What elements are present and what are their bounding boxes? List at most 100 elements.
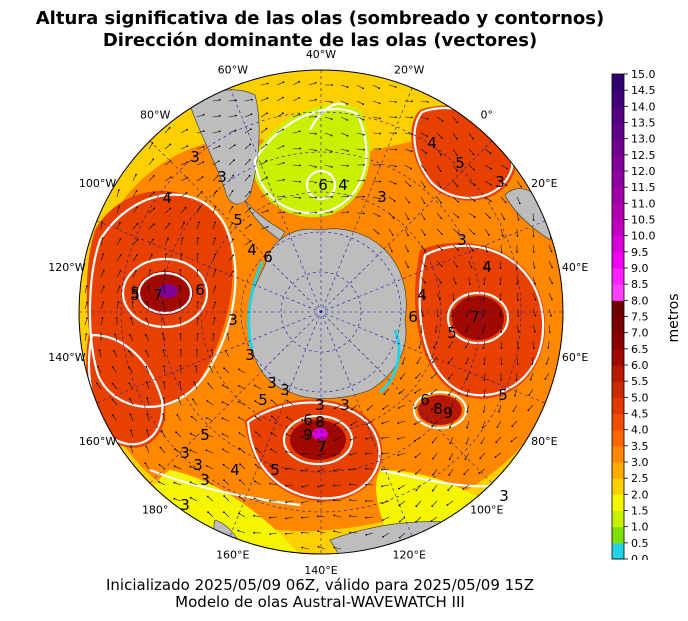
colorbar-tick-label: 2.5 xyxy=(631,472,649,485)
wave-vector-head xyxy=(238,512,240,515)
wave-vector-head xyxy=(153,191,156,194)
wave-vector xyxy=(415,516,422,523)
wave-vector-head xyxy=(119,238,122,240)
wave-vector xyxy=(382,420,390,424)
wave-vector-head xyxy=(532,219,535,221)
wave-vector xyxy=(84,286,87,294)
wave-vector xyxy=(148,223,155,230)
wave-vector-head xyxy=(496,426,499,428)
wave-vector-head xyxy=(286,416,288,419)
wave-vector-head xyxy=(441,233,443,235)
wave-vector-head xyxy=(285,517,287,520)
wave-vector xyxy=(388,100,396,103)
colorbar-tick-label: 15.0 xyxy=(631,68,656,81)
wave-vector xyxy=(340,84,348,88)
wave-vector-head xyxy=(456,121,459,124)
wave-vector xyxy=(399,388,406,394)
wave-vector-head xyxy=(378,197,381,200)
wave-vector-head xyxy=(482,411,485,413)
wave-vector xyxy=(452,132,458,139)
contour-label: 5 xyxy=(455,154,465,172)
wave-vector-head xyxy=(498,410,500,413)
wave-vector xyxy=(130,446,134,454)
wave-vector-head xyxy=(315,133,317,135)
wave-vector-head xyxy=(424,249,426,252)
wave-vector-head xyxy=(533,266,536,269)
wave-vector-head xyxy=(470,266,473,269)
wave-vector-head xyxy=(136,254,138,257)
wave-vector-head xyxy=(174,448,177,451)
wave-vector-head xyxy=(331,84,333,86)
wave-vector-head xyxy=(333,454,336,457)
wave-vector xyxy=(404,148,412,152)
wave-vector-head xyxy=(465,442,468,445)
wave-vector-head xyxy=(330,150,333,153)
wave-vector xyxy=(466,308,470,316)
wave-vector xyxy=(468,196,475,202)
wave-vector-head xyxy=(254,384,256,387)
wave-vector-head xyxy=(224,350,227,352)
wave-vector-head xyxy=(299,147,301,150)
wave-vector-head xyxy=(473,184,476,187)
colorbar-segment xyxy=(612,494,624,511)
wave-vector-head xyxy=(440,201,442,204)
wave-vector-head xyxy=(453,299,455,301)
longitude-label: 60°W xyxy=(218,64,248,77)
wave-vector xyxy=(254,515,262,518)
wave-vector xyxy=(483,292,486,300)
wave-vector-head xyxy=(299,212,301,215)
wave-vector xyxy=(114,334,118,342)
wave-vector-head xyxy=(411,116,413,119)
wave-vector-head xyxy=(135,269,137,272)
contour-label: 5 xyxy=(200,426,210,444)
wave-vector xyxy=(404,260,409,268)
wave-vector xyxy=(432,452,438,459)
wave-vector xyxy=(292,180,301,183)
colorbar-segment xyxy=(612,90,624,107)
wave-vector-head xyxy=(233,144,236,147)
longitude-label: 0° xyxy=(481,108,494,121)
wave-vector xyxy=(223,495,230,502)
wave-vector xyxy=(212,238,216,246)
wave-vector-head xyxy=(473,168,475,171)
wave-vector-head xyxy=(217,160,220,163)
wave-vector-head xyxy=(133,285,136,287)
contour-label: 6 xyxy=(195,281,205,299)
wave-vector xyxy=(414,436,422,441)
wave-vector xyxy=(432,436,438,443)
wave-vector-head xyxy=(314,81,317,84)
wave-vector-head xyxy=(378,102,381,105)
wave-vector-head xyxy=(531,363,534,365)
wave-vector xyxy=(286,500,294,503)
wave-vector xyxy=(116,238,121,246)
wave-vector-head xyxy=(234,129,237,132)
wave-vector-head xyxy=(299,164,301,167)
wave-vector xyxy=(286,516,294,519)
wave-vector xyxy=(420,308,424,316)
wave-vector-head xyxy=(282,81,285,84)
wave-vector-head xyxy=(219,115,221,117)
wave-vector xyxy=(302,484,310,488)
wave-vector xyxy=(132,207,138,214)
map-title-line-1: Altura significativa de las olas (sombre… xyxy=(35,8,605,29)
wave-vector xyxy=(228,271,234,278)
wave-vector xyxy=(179,286,182,294)
wave-vector xyxy=(255,464,262,470)
wave-vector-head xyxy=(331,101,333,103)
wave-vector-head xyxy=(431,361,434,364)
wave-vector-head xyxy=(144,333,147,336)
wave-vector xyxy=(159,464,166,470)
contour-label: 3 xyxy=(228,311,238,329)
wave-vector xyxy=(436,116,443,122)
wave-vector-head xyxy=(250,113,253,116)
wave-vector-head xyxy=(439,170,442,172)
wave-vector xyxy=(356,100,364,105)
wave-vector xyxy=(318,468,326,472)
wave-vector xyxy=(196,238,199,246)
wave-vector-head xyxy=(112,414,114,417)
wave-vector-head xyxy=(317,454,320,457)
longitude-label: 80°E xyxy=(531,435,557,448)
wave-vector xyxy=(431,500,438,507)
wave-vector xyxy=(481,436,486,444)
wave-vector-head xyxy=(467,299,469,301)
